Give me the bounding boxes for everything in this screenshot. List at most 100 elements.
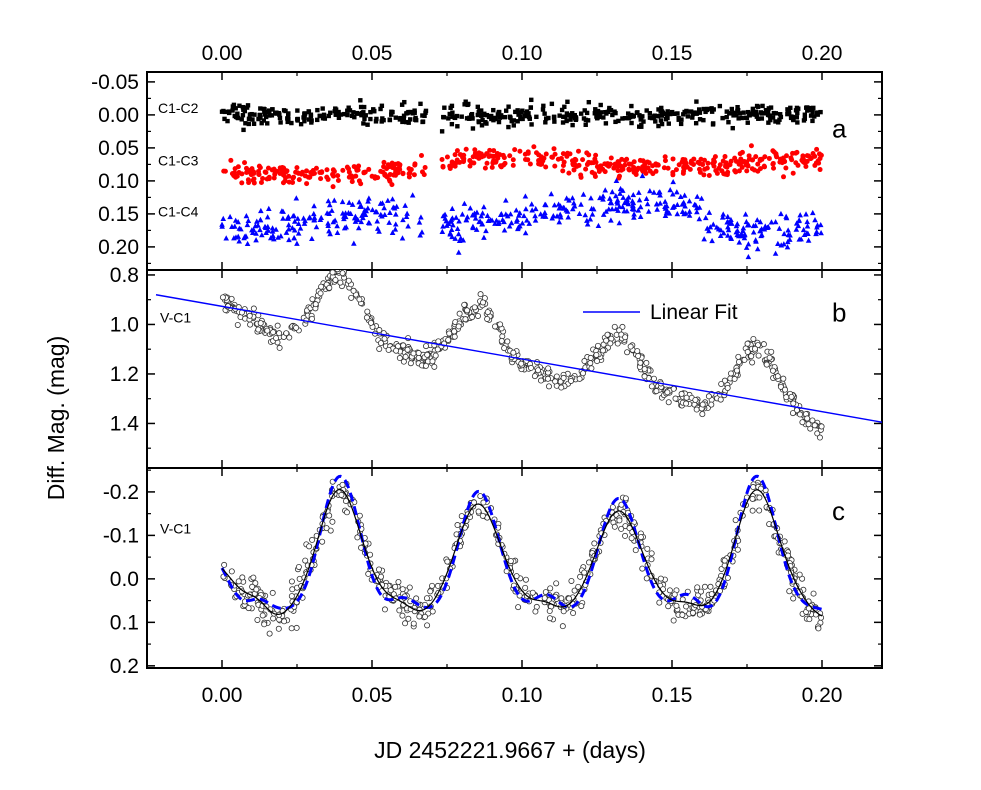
data-point: [785, 111, 790, 117]
data-point: [762, 111, 767, 116]
data-point: [473, 226, 480, 232]
data-point: [235, 233, 242, 239]
data-point: [350, 287, 357, 294]
data-point: [387, 587, 394, 594]
data-point: [662, 158, 668, 164]
data-point: [469, 314, 476, 321]
data-point: [785, 227, 791, 233]
data-point: [670, 156, 676, 162]
data-point: [326, 202, 333, 208]
data-point: [540, 107, 546, 112]
data-point: [594, 342, 601, 349]
data-point: [277, 115, 283, 121]
data-point: [219, 294, 226, 301]
data-point: [255, 326, 262, 333]
data-point: [389, 196, 396, 202]
data-point: [570, 206, 576, 212]
data-point: [644, 159, 650, 165]
data-point: [717, 232, 724, 239]
data-point: [694, 99, 699, 104]
data-point: [537, 211, 544, 217]
data-point: [441, 115, 447, 120]
data-point: [386, 164, 392, 170]
data-point: [780, 155, 786, 161]
data-point: [681, 192, 688, 198]
data-point: [522, 193, 529, 199]
data-point: [542, 201, 548, 207]
data-point: [744, 168, 750, 174]
data-point: [325, 220, 331, 226]
data-point: [781, 538, 788, 545]
data-point: [577, 573, 584, 580]
data-point: [634, 110, 640, 116]
data-point: [421, 613, 428, 620]
data-point: [805, 230, 811, 236]
data-point: [263, 114, 269, 120]
data-point: [659, 113, 665, 118]
data-point: [812, 217, 818, 223]
data-point: [620, 194, 627, 200]
data-point: [285, 116, 290, 121]
data-point: [705, 160, 711, 166]
data-point: [262, 169, 268, 175]
data-point: [674, 189, 680, 195]
data-point: [788, 393, 795, 400]
data-point: [496, 110, 501, 115]
data-point: [776, 120, 781, 125]
data-point: [298, 121, 304, 127]
data-point: [648, 383, 655, 390]
data-point: [265, 121, 270, 126]
series-C1-C3: [221, 143, 824, 190]
data-point: [553, 373, 560, 380]
data-point: [780, 375, 787, 382]
data-point: [609, 504, 616, 511]
data-point: [422, 362, 429, 369]
data-point: [581, 569, 588, 576]
data-point: [295, 220, 302, 226]
data-point: [269, 589, 276, 596]
data-point: [515, 604, 522, 611]
data-point: [492, 115, 498, 121]
data-point: [334, 223, 340, 229]
data-point: [743, 244, 750, 250]
data-point: [778, 210, 784, 217]
data-point: [761, 226, 768, 232]
data-point: [412, 161, 418, 167]
data-point: [744, 115, 750, 121]
data-point: [804, 223, 811, 229]
data-point: [804, 153, 810, 159]
data-point: [805, 421, 812, 428]
data-point: [339, 270, 346, 277]
data-point: [749, 112, 755, 117]
data-point: [334, 229, 341, 236]
data-point: [601, 115, 606, 120]
data-point: [261, 118, 267, 123]
data-point: [448, 216, 455, 222]
data-point: [720, 211, 727, 217]
data-point: [558, 384, 565, 391]
data-point: [289, 120, 294, 126]
data-point: [288, 593, 295, 600]
data-point: [258, 106, 263, 111]
data-point: [657, 575, 664, 582]
data-point: [701, 106, 706, 112]
data-point: [312, 301, 319, 308]
data-point: [587, 360, 594, 367]
data-point: [258, 207, 264, 214]
data-point: [613, 177, 620, 184]
data-point: [424, 351, 431, 358]
data-point: [442, 105, 447, 110]
data-point: [244, 221, 251, 228]
data-point: [393, 211, 399, 217]
data-point: [662, 154, 668, 160]
data-point: [294, 165, 300, 171]
data-point: [787, 232, 793, 238]
panel-letter-c: c: [832, 496, 845, 526]
data-point: [234, 173, 240, 179]
data-point: [246, 312, 253, 319]
data-point: [607, 340, 614, 347]
data-point: [470, 126, 476, 131]
panel-letter-b: b: [832, 297, 846, 327]
data-point: [363, 208, 370, 214]
data-point: [717, 103, 723, 109]
